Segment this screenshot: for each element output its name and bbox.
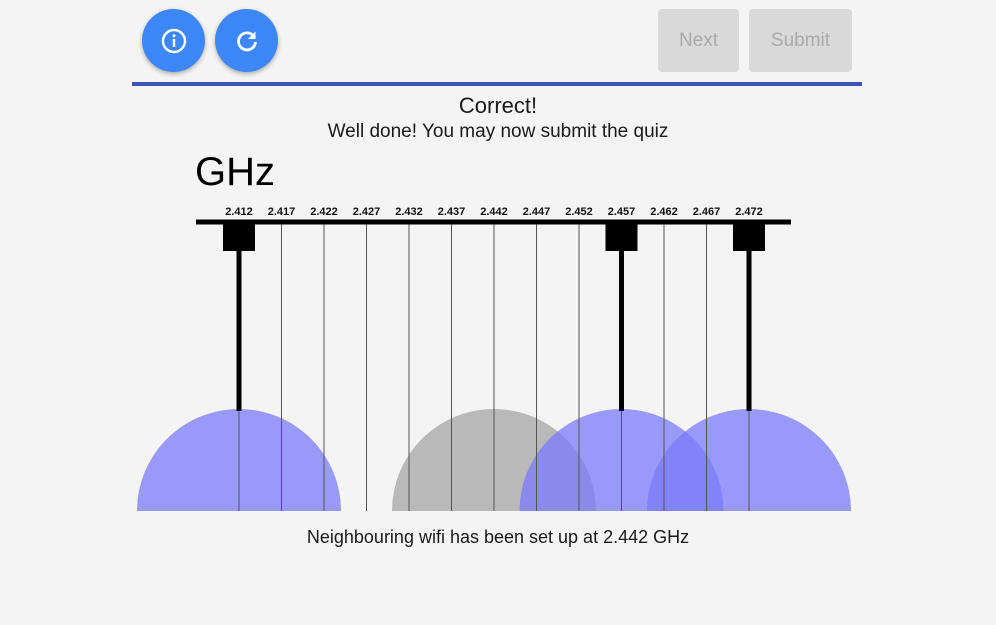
frequency-tick-label: 2.422 bbox=[310, 206, 338, 218]
feedback-title: Correct! bbox=[458, 93, 538, 118]
submit-button[interactable]: Submit bbox=[749, 9, 852, 72]
feedback-message: Well done! You may now submit the quiz bbox=[327, 121, 669, 142]
info-button[interactable] bbox=[142, 9, 205, 72]
refresh-button[interactable] bbox=[215, 9, 278, 72]
frequency-tick-label: 2.447 bbox=[523, 206, 551, 218]
channel-handle[interactable] bbox=[733, 222, 765, 251]
channel-stem[interactable] bbox=[746, 222, 752, 411]
unit-label: GHz bbox=[195, 150, 275, 194]
frequency-tick-label: 2.437 bbox=[438, 206, 466, 218]
frequency-tick-label: 2.412 bbox=[225, 206, 253, 218]
info-circle-icon bbox=[161, 28, 186, 53]
frequency-rail bbox=[196, 219, 791, 225]
refresh-icon bbox=[236, 31, 257, 51]
frequency-tick-label: 2.427 bbox=[353, 206, 381, 218]
channel-handle[interactable] bbox=[605, 222, 638, 251]
frequency-tick-label: 2.457 bbox=[608, 206, 636, 218]
frequency-tick-label: 2.472 bbox=[735, 206, 763, 218]
header-divider bbox=[132, 82, 862, 86]
channel-stem[interactable] bbox=[619, 222, 624, 411]
next-button[interactable]: Next bbox=[658, 9, 739, 72]
frequency-tick-label: 2.452 bbox=[565, 206, 593, 218]
frequency-tick-label: 2.442 bbox=[480, 206, 508, 218]
frequency-tick-label: 2.462 bbox=[650, 206, 678, 218]
channel-stem[interactable] bbox=[236, 222, 242, 411]
status-caption: Neighbouring wifi has been set up at 2.4… bbox=[306, 527, 690, 547]
frequency-tick-label: 2.417 bbox=[268, 206, 296, 218]
frequency-tick-label: 2.467 bbox=[693, 206, 721, 218]
frequency-tick-label: 2.432 bbox=[395, 206, 423, 218]
channel-handle[interactable] bbox=[223, 222, 255, 251]
